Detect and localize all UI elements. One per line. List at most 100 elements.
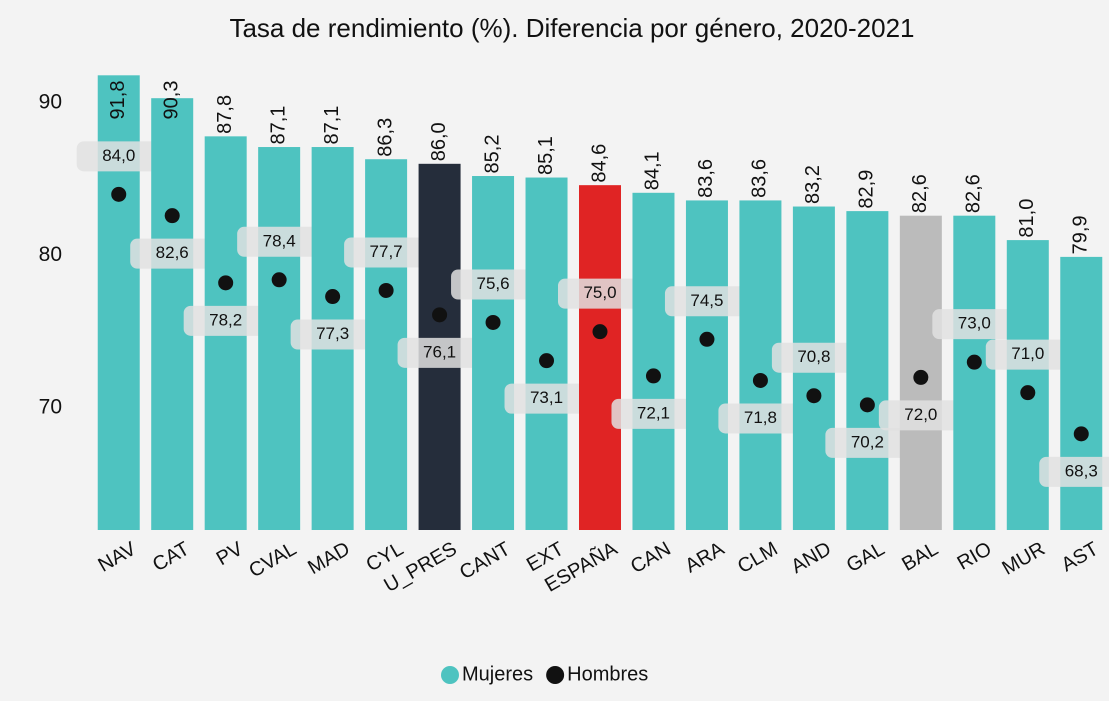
dot bbox=[164, 208, 180, 224]
dot-label-box bbox=[825, 427, 910, 458]
dot-value-label: 77,3 bbox=[316, 324, 349, 343]
dot bbox=[378, 282, 394, 298]
dot bbox=[859, 397, 875, 413]
x-tick-label: ARA bbox=[681, 538, 728, 578]
bar-value-label: 87,1 bbox=[267, 106, 289, 145]
bar-value-label: 85,2 bbox=[481, 135, 503, 174]
dot-value-label: 68,3 bbox=[1065, 461, 1098, 480]
bar-value-label: 82,6 bbox=[963, 174, 985, 213]
dot-label-box bbox=[664, 286, 749, 317]
bar-value-label: 79,9 bbox=[1070, 215, 1092, 254]
x-tick-label: RIO bbox=[954, 538, 996, 575]
x-tick-label: GAL bbox=[843, 538, 889, 577]
dot-label-box bbox=[237, 226, 322, 257]
dot bbox=[111, 186, 127, 202]
legend-marker bbox=[441, 666, 459, 684]
y-tick-label: 70 bbox=[39, 395, 62, 418]
x-tick-label: NAV bbox=[95, 538, 141, 577]
dot-label-box bbox=[771, 342, 856, 373]
bar-value-label: 91,8 bbox=[107, 81, 129, 120]
dot-value-label: 82,6 bbox=[156, 243, 189, 262]
dot-value-label: 70,8 bbox=[797, 347, 830, 366]
chart-title: Tasa de rendimiento (%). Diferencia por … bbox=[229, 13, 914, 43]
x-tick-label: CAN bbox=[627, 538, 675, 578]
y-tick-label: 90 bbox=[39, 90, 62, 113]
bar-value-label: 83,2 bbox=[802, 165, 824, 204]
bar-value-label: 83,6 bbox=[749, 159, 771, 198]
dot-value-label: 77,7 bbox=[370, 242, 403, 261]
dot-label-box bbox=[985, 339, 1070, 370]
x-tick-label: MUR bbox=[998, 538, 1048, 580]
dot-value-label: 84,0 bbox=[102, 146, 135, 165]
dot-value-label: 73,1 bbox=[530, 388, 563, 407]
dot bbox=[1073, 426, 1089, 442]
bar bbox=[1060, 256, 1103, 530]
dot bbox=[218, 275, 234, 291]
x-tick-label: CVAL bbox=[245, 538, 300, 582]
x-tick-label: MAD bbox=[304, 538, 353, 579]
x-tick-label: AST bbox=[1058, 538, 1103, 577]
bar bbox=[472, 176, 515, 530]
x-tick-label: CANT bbox=[456, 538, 514, 584]
dot-label-box bbox=[451, 269, 536, 300]
bar-value-label: 86,0 bbox=[428, 122, 450, 161]
x-tick-label: CAT bbox=[149, 538, 193, 576]
dot bbox=[752, 372, 768, 388]
bar-value-label: 82,9 bbox=[856, 170, 878, 209]
dot-label-box bbox=[183, 305, 268, 336]
dot-label-box bbox=[344, 237, 429, 268]
x-tick-label: CLM bbox=[734, 538, 782, 578]
bar bbox=[1006, 240, 1049, 530]
dot-label-box bbox=[1039, 456, 1109, 487]
bar-value-label: 83,6 bbox=[695, 159, 717, 198]
dot-value-label: 72,0 bbox=[904, 405, 937, 424]
bar-value-label: 84,1 bbox=[642, 151, 664, 190]
bar-value-label: 81,0 bbox=[1016, 199, 1038, 238]
legend-label: Hombres bbox=[567, 663, 648, 685]
dot-value-label: 78,2 bbox=[209, 310, 242, 329]
dot-value-label: 76,1 bbox=[423, 342, 456, 361]
dot-label-box bbox=[76, 141, 161, 172]
dot-value-label: 71,0 bbox=[1011, 344, 1044, 363]
dot-label-box bbox=[558, 278, 642, 309]
bar bbox=[846, 211, 889, 530]
bar-value-label: 82,6 bbox=[909, 174, 931, 213]
bar-value-label: 87,8 bbox=[214, 95, 236, 134]
dot-label-box bbox=[130, 238, 215, 269]
dot-value-label: 73,0 bbox=[958, 314, 991, 333]
dot-value-label: 70,2 bbox=[851, 432, 884, 451]
dot-value-label: 71,8 bbox=[744, 408, 777, 427]
dot bbox=[699, 331, 715, 347]
dot bbox=[592, 324, 608, 340]
dot bbox=[913, 369, 929, 385]
dot bbox=[539, 353, 555, 369]
dot-label-box bbox=[718, 403, 803, 434]
dot-label-box bbox=[611, 398, 696, 429]
dot-label-box bbox=[397, 337, 482, 368]
dot-value-label: 72,1 bbox=[637, 403, 670, 422]
dot bbox=[1020, 385, 1036, 401]
bar bbox=[685, 200, 728, 530]
x-tick-label: BAL bbox=[898, 538, 942, 576]
dot-label-box bbox=[878, 400, 963, 431]
dot bbox=[325, 289, 341, 305]
x-tick-label: AND bbox=[787, 538, 835, 578]
dot-label-box bbox=[290, 319, 375, 350]
bar bbox=[632, 192, 675, 531]
x-tick-label: PV bbox=[213, 538, 248, 571]
dot bbox=[485, 314, 501, 330]
y-tick-label: 80 bbox=[39, 243, 62, 266]
dot-label-box bbox=[504, 383, 589, 414]
dot bbox=[432, 307, 448, 323]
legend-marker bbox=[546, 666, 565, 684]
dot-value-label: 74,5 bbox=[690, 291, 723, 310]
bar bbox=[953, 215, 996, 530]
dot bbox=[645, 368, 661, 384]
dot-value-label: 78,4 bbox=[263, 231, 296, 250]
dot bbox=[806, 388, 822, 404]
bar-value-label: 87,1 bbox=[321, 106, 343, 145]
bar-value-label: 90,3 bbox=[160, 81, 182, 120]
bar-value-label: 86,3 bbox=[374, 118, 396, 157]
bar-value-label: 85,1 bbox=[535, 136, 557, 175]
dot bbox=[966, 354, 982, 370]
